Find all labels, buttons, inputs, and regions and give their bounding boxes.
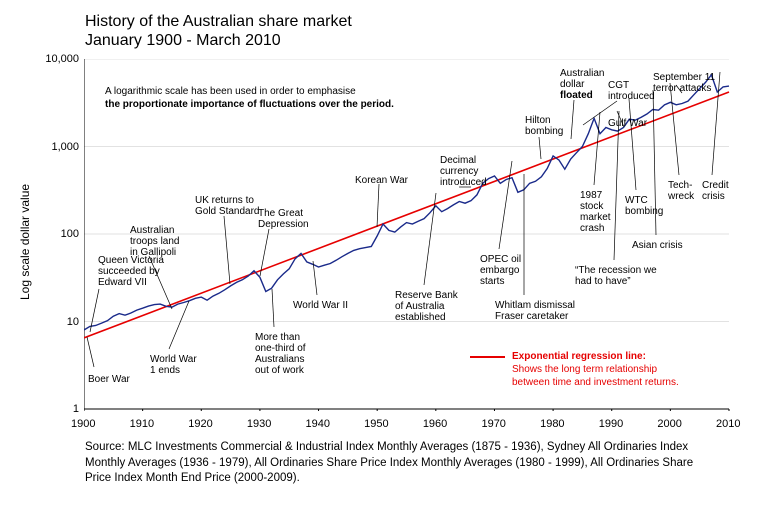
annotation: Boer War — [88, 374, 130, 385]
annotation: WTCbombing — [625, 195, 663, 217]
annotation: Korean War — [355, 175, 408, 186]
annotation: CGTintroduced — [608, 80, 655, 102]
y-tick: 10 — [67, 316, 79, 328]
title-line-1: History of the Australian share market — [85, 13, 352, 30]
annotation: Queen Victoriasucceeded byEdward VII — [98, 255, 164, 288]
annotation: Australiantroops landin Gallipoli — [130, 225, 179, 258]
y-tick: 1 — [73, 403, 79, 415]
annotation: More thanone-third ofAustraliansout of w… — [255, 332, 306, 376]
regression-legend: Exponential regression line: Shows the l… — [512, 350, 679, 389]
annotation: Gulf War — [608, 118, 647, 129]
x-tick: 2000 — [657, 418, 681, 430]
annotation: Creditcrisis — [702, 180, 729, 202]
annotation: World War II — [293, 300, 348, 311]
annotation: Asian crisis — [632, 240, 683, 251]
x-tick: 1930 — [247, 418, 271, 430]
x-tick: 1990 — [599, 418, 623, 430]
x-tick: 1970 — [481, 418, 505, 430]
x-tick: 1920 — [188, 418, 212, 430]
x-tick: 1960 — [423, 418, 447, 430]
x-tick: 1940 — [306, 418, 330, 430]
source-text: Source: MLC Investments Commercial & Ind… — [85, 440, 705, 487]
annotation: Tech-wreck — [668, 180, 694, 202]
y-tick: 100 — [61, 228, 79, 240]
annotation: “The recession wehad to have” — [575, 265, 657, 287]
y-tick: 10,000 — [45, 53, 79, 65]
annotation: UK returns toGold Standard — [195, 195, 260, 217]
x-tick: 1980 — [540, 418, 564, 430]
annotation: Decimalcurrencyintroduced — [440, 155, 487, 188]
legend-line-1: Exponential regression line: — [512, 351, 646, 362]
regression-legend-line — [470, 356, 505, 358]
annotation: World War1 ends — [150, 354, 197, 376]
annotation: Hiltonbombing — [525, 115, 563, 137]
annotation: OPEC oilembargostarts — [480, 254, 521, 287]
y-tick: 1,000 — [51, 141, 79, 153]
x-tick: 1950 — [364, 418, 388, 430]
x-tick: 1910 — [130, 418, 154, 430]
legend-line-2: Shows the long term relationship — [512, 364, 657, 375]
chart-title: History of the Australian share market J… — [85, 12, 352, 50]
annotation: The GreatDepression — [258, 208, 309, 230]
annotation: 1987stockmarketcrash — [580, 190, 611, 234]
y-axis-title: Log scale dollar value — [18, 184, 32, 300]
x-tick: 2010 — [716, 418, 740, 430]
annotation: September 11terror attacks — [653, 72, 715, 94]
title-line-2: January 1900 - March 2010 — [85, 32, 281, 49]
legend-line-3: between time and investment returns. — [512, 377, 679, 388]
x-tick: 1900 — [71, 418, 95, 430]
annotation: Australiandollarfloated — [560, 68, 604, 101]
annotation: Reserve Bankof Australiaestablished — [395, 290, 458, 323]
annotation: Whitlam dismissalFraser caretaker — [495, 300, 575, 322]
